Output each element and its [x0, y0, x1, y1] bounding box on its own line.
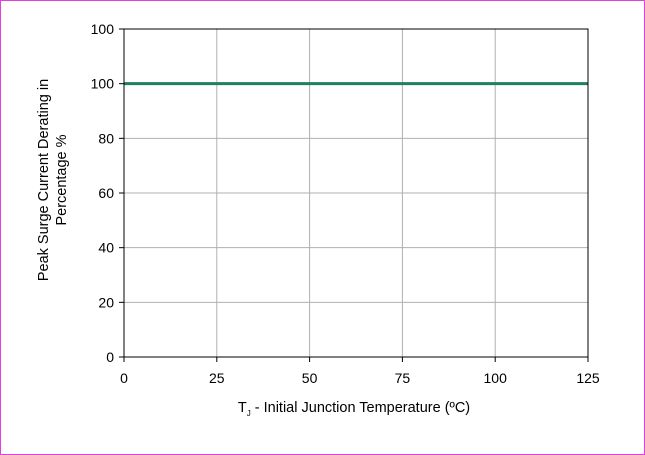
y-tick-labels: 0 20 40 60 80 100 100 — [91, 21, 115, 365]
x-tick-label: 0 — [120, 370, 128, 386]
y-tick-label: 40 — [98, 240, 114, 256]
y-axis-title-line1: Peak Surge Current Derating in — [36, 79, 52, 281]
y-tick-label: 80 — [98, 130, 114, 146]
y-tick-label: 20 — [98, 294, 114, 310]
x-axis-title-subscript: J — [247, 409, 251, 418]
x-tick-label: 25 — [209, 370, 225, 386]
x-tick-label: 75 — [395, 370, 411, 386]
y-axis-title-line2: Percentage % — [54, 134, 70, 225]
x-tick-label: 50 — [302, 370, 318, 386]
y-tick-label: 0 — [106, 349, 114, 365]
x-tick-label: 100 — [484, 370, 508, 386]
x-tick-label: 125 — [576, 370, 600, 386]
plot-border — [123, 28, 589, 358]
grid — [124, 28, 589, 357]
y-tick-label: 100 — [91, 76, 115, 92]
axes — [119, 28, 589, 362]
y-tick-label: 60 — [98, 185, 114, 201]
x-axis-title: TJ - Initial Junction Temperature (ºC) — [238, 400, 470, 418]
x-tick-labels: 0 25 50 75 100 125 — [120, 370, 600, 386]
y-tick-label-top: 100 — [91, 21, 115, 37]
